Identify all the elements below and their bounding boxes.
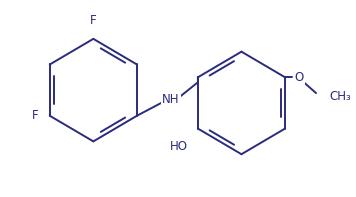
Text: HO: HO	[170, 140, 188, 153]
Text: F: F	[32, 109, 38, 122]
Text: CH₃: CH₃	[330, 89, 351, 102]
Text: NH: NH	[162, 94, 179, 107]
Text: F: F	[90, 14, 97, 27]
Text: O: O	[295, 71, 304, 84]
